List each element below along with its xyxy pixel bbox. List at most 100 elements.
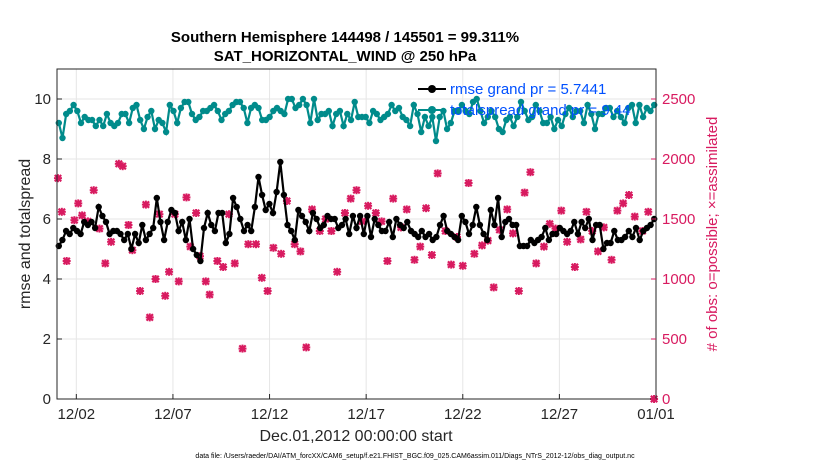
obs-point	[296, 247, 305, 256]
rmse-point	[157, 218, 164, 226]
rmse-point	[625, 227, 632, 235]
spread-point	[510, 122, 517, 130]
rmse-point	[128, 245, 135, 253]
rmse-point	[226, 230, 233, 238]
rmse-point	[121, 236, 128, 244]
rmse-point	[273, 188, 280, 196]
rmse-point	[494, 194, 502, 202]
obs-point	[402, 205, 411, 214]
obs-point	[62, 257, 71, 265]
rmse-point	[553, 230, 560, 238]
obs-point	[165, 267, 174, 276]
obs-point	[416, 242, 425, 251]
rmse-point	[589, 236, 596, 244]
spread-point	[621, 119, 628, 127]
rmse-point	[462, 218, 469, 226]
spread-point	[236, 98, 244, 106]
rmse-point	[269, 209, 277, 217]
rmse-point	[182, 236, 190, 244]
rmse-point	[454, 236, 462, 244]
rmse-point	[607, 239, 614, 247]
spread-point	[628, 101, 636, 109]
spread-point	[77, 119, 85, 127]
y-axis-right: 0 500 1000 1500 2000 2500	[651, 91, 695, 408]
rmse-point	[480, 230, 487, 238]
rmse-point	[513, 221, 520, 229]
rmse-point	[262, 206, 269, 214]
legend-spread-label: totalspread grand pr = 9.44	[450, 102, 631, 119]
y2-tick-label: 1500	[662, 211, 695, 228]
obs-point	[174, 277, 183, 286]
x-tick-label: 12/02	[58, 406, 96, 423]
obs-point	[532, 259, 541, 268]
x-axis-label: Dec.01,2012 00:00:00 start	[259, 428, 453, 445]
rmse-point	[200, 224, 208, 232]
spread-point	[443, 125, 451, 133]
spread-point	[144, 113, 151, 121]
obs-point	[422, 204, 431, 213]
spread-point	[88, 116, 96, 124]
rmse-point	[91, 224, 99, 232]
rmse-point	[386, 218, 393, 226]
rmse-point	[611, 227, 618, 235]
rmse-series	[55, 158, 658, 265]
rmse-point	[415, 233, 422, 241]
rmse-point	[146, 230, 153, 238]
obs-point	[619, 199, 628, 208]
obs-point	[526, 168, 535, 177]
rmse-point	[240, 227, 248, 235]
y-axis-left: 0 2 4 6 8 10	[34, 91, 62, 408]
obs-point	[433, 169, 442, 178]
rmse-point	[309, 209, 317, 217]
rmse-point	[523, 242, 531, 250]
rmse-point	[356, 212, 364, 220]
obs-point	[630, 212, 639, 221]
obs-point	[514, 287, 523, 295]
rmse-point	[458, 212, 465, 220]
rmse-point	[578, 218, 585, 226]
rmse-point	[621, 233, 629, 241]
footer-datafile: data file: /Users/raeder/DAI/ATM_forcXX/…	[195, 453, 635, 460]
rmse-point	[189, 245, 197, 253]
obs-point	[161, 291, 170, 300]
spread-point	[554, 116, 562, 124]
rmse-point	[567, 227, 574, 235]
spread-point	[255, 104, 262, 112]
rmse-point	[342, 215, 349, 223]
obs-point	[230, 259, 239, 268]
spread-point	[299, 95, 307, 103]
spread-point	[414, 110, 421, 118]
chart-subtitle: SAT_HORIZONTAL_WIND @ 250 hPa	[214, 48, 477, 65]
obs-point	[201, 277, 210, 286]
spread-point	[66, 107, 74, 115]
rmse-point	[360, 230, 367, 238]
spread-point	[92, 122, 100, 130]
rmse-point	[179, 218, 186, 226]
rmse-point	[171, 209, 179, 217]
obs-point	[478, 241, 487, 250]
spread-point	[100, 122, 107, 130]
rmse-point	[175, 227, 182, 235]
spread-point	[122, 110, 129, 118]
rmse-point	[204, 209, 211, 217]
spread-point	[632, 119, 639, 127]
obs-point	[244, 240, 253, 249]
y2-tick-label: 2000	[662, 151, 695, 168]
y-tick-label: 0	[43, 391, 51, 408]
spread-point	[96, 116, 103, 124]
obs-point	[352, 186, 361, 195]
spread-point	[388, 101, 395, 109]
obs-point	[447, 260, 456, 269]
spread-point	[517, 98, 525, 106]
spread-point	[170, 107, 177, 115]
spread-point	[210, 101, 218, 109]
spread-point	[281, 110, 288, 118]
rmse-point	[59, 236, 66, 244]
rmse-point	[277, 158, 284, 166]
obs-point	[644, 207, 653, 216]
obs-point	[302, 343, 311, 352]
rmse-point	[545, 236, 553, 244]
spread-point	[288, 95, 295, 103]
spread-point	[536, 107, 543, 115]
rmse-point	[400, 224, 407, 232]
